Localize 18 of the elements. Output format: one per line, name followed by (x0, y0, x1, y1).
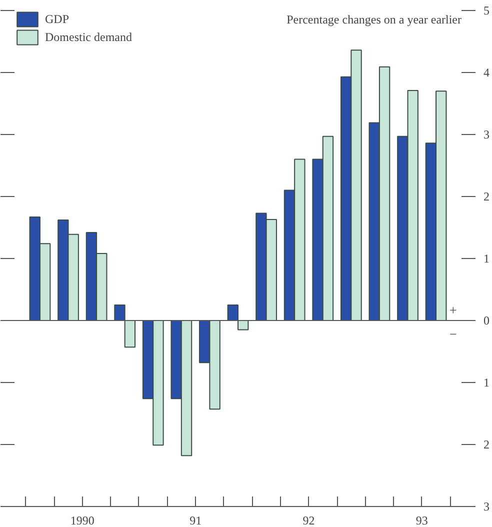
y-tick-label: 3 (484, 128, 490, 142)
annotation: + (450, 302, 457, 318)
x-tick-label: 91 (190, 514, 202, 527)
x-tick-label: 93 (416, 514, 428, 527)
chart-title: Percentage changes on a year earlier (286, 12, 462, 26)
x-tick-label: 92 (302, 514, 315, 527)
legend-label: GDP (45, 10, 70, 28)
x-tick-label: 1990 (70, 514, 94, 527)
legend-label: Domestic demand (45, 28, 132, 46)
y-tick-label: 1 (484, 376, 490, 390)
annotation: − (450, 326, 457, 342)
y-tick-label: 2 (484, 190, 490, 204)
y-tick-label: 3 (484, 500, 490, 514)
y-tick-label: 2 (484, 438, 490, 452)
y-tick-label: 4 (484, 66, 490, 80)
y-tick-label: 0 (484, 314, 490, 328)
y-tick-label: 5 (484, 4, 490, 18)
y-tick-label: 1 (484, 252, 490, 266)
